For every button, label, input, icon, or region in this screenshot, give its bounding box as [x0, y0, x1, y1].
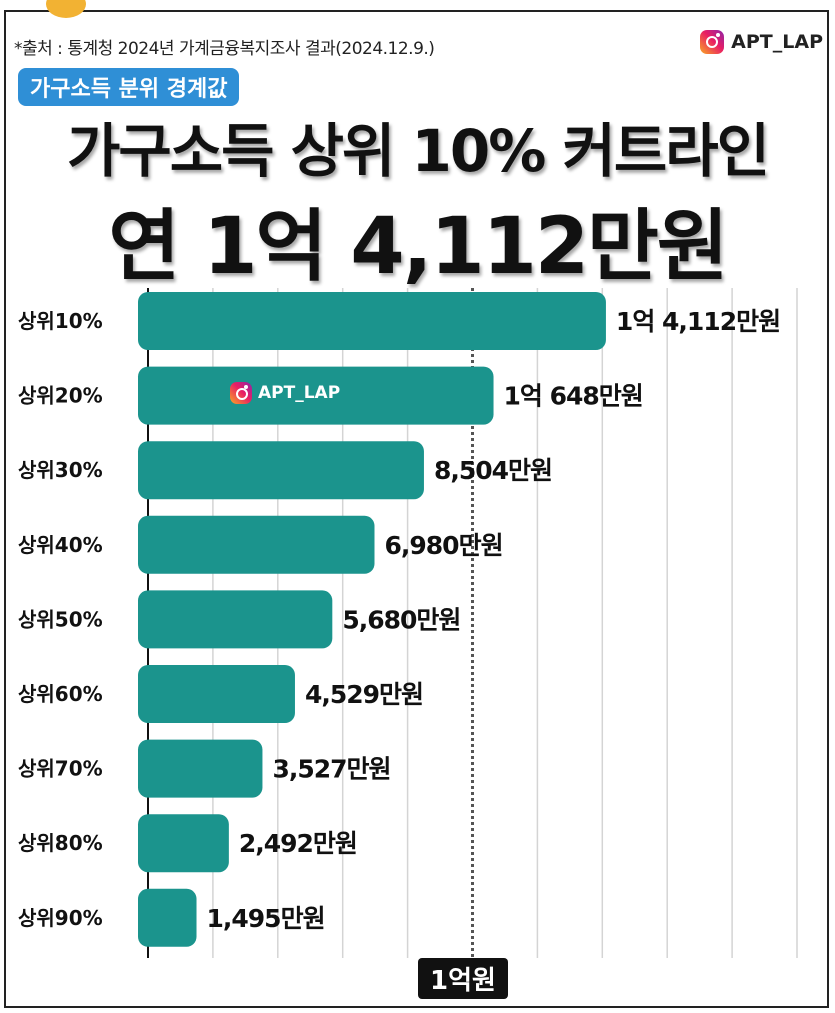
category-label: 상위90%: [18, 906, 103, 930]
bar: [138, 515, 375, 574]
value-label: 6,980만원: [385, 531, 503, 560]
value-label: 1,495만원: [207, 904, 325, 933]
category-label: 상위10%: [18, 309, 103, 333]
instagram-icon: [230, 382, 252, 404]
category-label: 상위20%: [18, 384, 103, 408]
value-label: 1억 648만원: [504, 382, 643, 411]
bar: [138, 739, 263, 798]
bar: [138, 292, 606, 350]
category-label: 상위40%: [18, 533, 103, 557]
page-title: 가구소득 상위 10% 커트라인: [66, 117, 770, 185]
category-label: 상위70%: [18, 757, 103, 781]
value-label: 8,504만원: [434, 456, 552, 485]
page-subtitle: 연 1억 4,112만원: [108, 202, 728, 292]
watermark: APT_LAP: [230, 382, 340, 404]
bar: [138, 814, 229, 873]
value-label: 3,527만원: [272, 755, 390, 784]
category-label: 상위50%: [18, 607, 103, 631]
watermark-label: APT_LAP: [258, 383, 341, 403]
category-label: 상위80%: [18, 831, 103, 855]
reference-line-label: 1억원: [418, 958, 508, 999]
value-label: 1억 4,112만원: [616, 307, 780, 336]
brand-label: APT_LAP: [731, 31, 823, 53]
decorative-circle: [46, 0, 86, 18]
bar: [138, 366, 494, 425]
instagram-icon: [700, 30, 725, 54]
bar: [138, 441, 424, 500]
category-badge: 가구소득 분위 경계값: [18, 68, 240, 106]
category-label: 상위30%: [18, 458, 103, 482]
bar: [138, 888, 197, 947]
value-label: 5,680만원: [342, 605, 460, 634]
bar: [138, 590, 333, 649]
source-note: *출처 : 통계청 2024년 가계금융복지조사 결과(2024.12.9.): [14, 39, 435, 59]
brand-handle: APT_LAP: [700, 30, 823, 54]
bar: [138, 665, 295, 723]
category-label: 상위60%: [18, 682, 103, 706]
value-label: 2,492만원: [239, 829, 357, 858]
value-label: 4,529만원: [305, 680, 423, 709]
